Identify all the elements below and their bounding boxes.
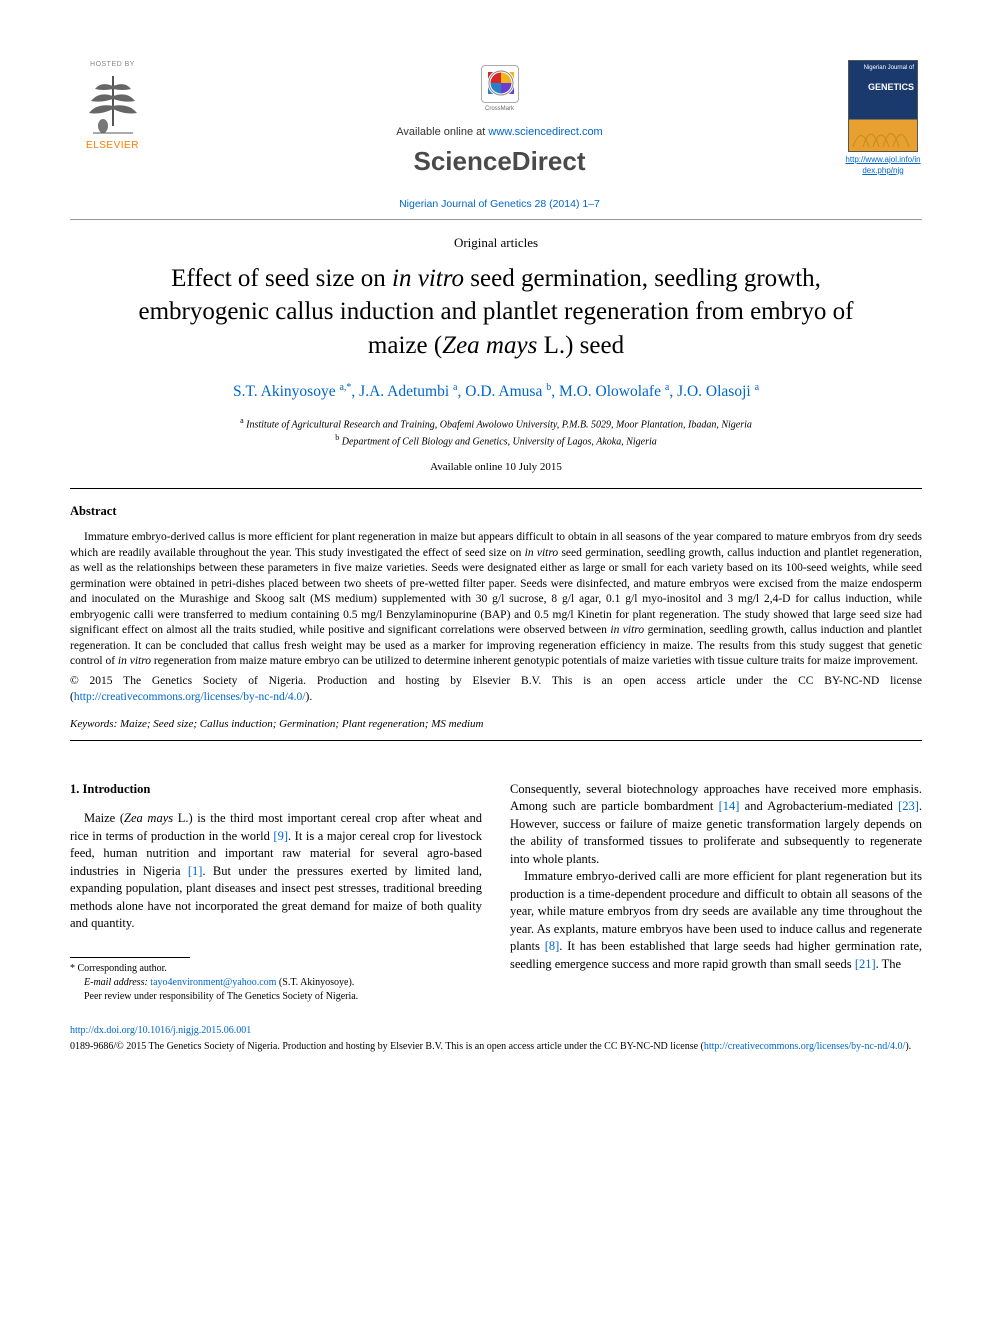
crossmark-badge[interactable]: CrossMark	[479, 65, 521, 115]
keywords-values: Maize; Seed size; Callus induction; Germ…	[117, 718, 483, 730]
header-rule	[70, 219, 922, 220]
sciencedirect-wordmark: ScienceDirect	[155, 144, 844, 179]
ref-21-link[interactable]: [21]	[855, 957, 876, 971]
ref-23-link[interactable]: [23]	[898, 799, 919, 813]
intro-paragraph-3: Immature embryo-derived calli are more e…	[510, 868, 922, 973]
body-two-columns: 1. Introduction Maize (Zea mays L.) is t…	[70, 781, 922, 1004]
center-header: CrossMark Available online at www.scienc…	[155, 60, 844, 211]
journal-reference[interactable]: Nigerian Journal of Genetics 28 (2014) 1…	[155, 197, 844, 211]
peer-review-note: Peer review under responsibility of The …	[70, 990, 482, 1004]
footer-license-link[interactable]: http://creativecommons.org/licenses/by-n…	[704, 1041, 905, 1052]
journal-homepage-link[interactable]: http://www.ajol.info/index.php/njg	[844, 155, 922, 177]
issn-copyright-line: 0189-9686/© 2015 The Genetics Society of…	[70, 1040, 922, 1054]
post-abstract-rule	[70, 740, 922, 741]
corresponding-email-link[interactable]: tayo4environment@yahoo.com	[150, 977, 276, 988]
footnote-rule	[70, 957, 190, 958]
ref-1-link[interactable]: [1]	[188, 864, 203, 878]
ref-14-link[interactable]: [14]	[719, 799, 740, 813]
ref-8-link[interactable]: [8]	[545, 939, 560, 953]
elsevier-wordmark: ELSEVIER	[70, 139, 155, 153]
author-list: S.T. Akinyosoye a,*, J.A. Adetumbi a, O.…	[70, 381, 922, 403]
article-type: Original articles	[70, 234, 922, 252]
crossmark-icon	[481, 65, 519, 103]
crossmark-label: CrossMark	[479, 105, 521, 113]
pre-abstract-rule	[70, 488, 922, 489]
cover-journal-line: Nigerian Journal of	[864, 65, 914, 72]
footnotes: * Corresponding author. E-mail address: …	[70, 962, 482, 1004]
article-title: Effect of seed size on in vitro seed ger…	[110, 262, 882, 363]
intro-paragraph-2: Consequently, several biotechnology appr…	[510, 781, 922, 869]
license-link[interactable]: http://creativecommons.org/licenses/by-n…	[74, 691, 306, 703]
header-row: HOSTED BY ELSEVIER	[70, 60, 922, 211]
intro-heading: 1. Introduction	[70, 781, 482, 799]
ref-9-link[interactable]: [9]	[273, 829, 288, 843]
affiliation-a: Institute of Agricultural Research and T…	[246, 419, 752, 430]
elsevier-tree-icon	[83, 71, 143, 136]
abstract-body: Immature embryo-derived callus is more e…	[70, 530, 922, 670]
sciencedirect-url-link[interactable]: www.sciencedirect.com	[488, 126, 602, 138]
affiliation-b: Department of Cell Biology and Genetics,…	[342, 437, 657, 448]
abstract-copyright: © 2015 The Genetics Society of Nigeria. …	[70, 674, 922, 705]
keywords-line: Keywords: Maize; Seed size; Callus induc…	[70, 717, 922, 732]
doi-link[interactable]: http://dx.doi.org/10.1016/j.nigjg.2015.0…	[70, 1025, 251, 1036]
cover-genetics-word: GENETICS	[868, 81, 914, 93]
elsevier-hosted-box: HOSTED BY ELSEVIER	[70, 60, 155, 153]
available-online-prefix: Available online at	[396, 126, 488, 138]
corresponding-author-note: * Corresponding author.	[70, 962, 482, 976]
available-online-line: Available online at www.sciencedirect.co…	[155, 125, 844, 140]
keywords-label: Keywords:	[70, 718, 117, 730]
journal-cover-thumbnail[interactable]: Nigerian Journal of GENETICS	[848, 60, 918, 152]
hosted-by-label: HOSTED BY	[70, 60, 155, 69]
email-label: E-mail address:	[84, 977, 148, 988]
abstract-heading: Abstract	[70, 503, 922, 520]
intro-paragraph-1: Maize (Zea mays L.) is the third most im…	[70, 810, 482, 933]
page-footer: http://dx.doi.org/10.1016/j.nigjg.2015.0…	[70, 1024, 922, 1054]
journal-cover-box: Nigerian Journal of GENETICS http://www.…	[844, 60, 922, 177]
available-online-date: Available online 10 July 2015	[70, 460, 922, 475]
affiliations: a Institute of Agricultural Research and…	[70, 415, 922, 450]
